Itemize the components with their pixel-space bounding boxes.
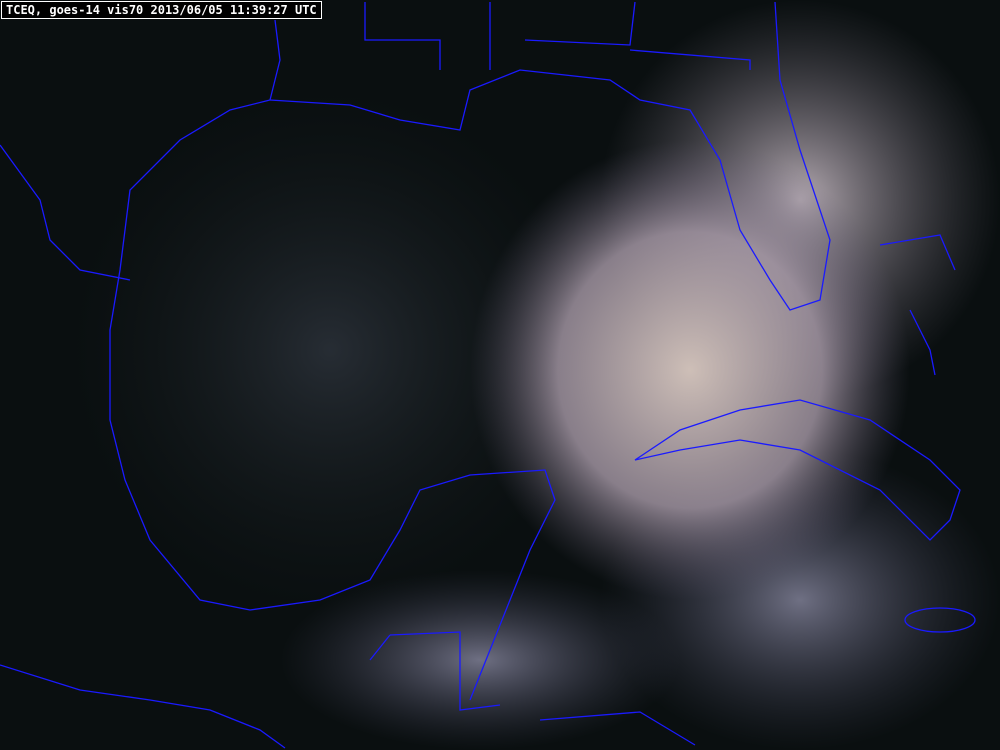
- cloud-field-yucatan: [280, 570, 680, 750]
- central-america-borders: [369, 631, 696, 746]
- jamaica-outline: [904, 607, 976, 633]
- storm-system: [470, 140, 910, 600]
- bahamas-outline: [879, 234, 956, 376]
- image-title-label: TCEQ, goes-14 vis70 2013/06/05 11:39:27 …: [1, 1, 322, 19]
- gulf-haze: [70, 90, 590, 610]
- state-borders: [364, 1, 751, 70]
- mexico-border: [0, 144, 131, 281]
- pacific-coast: [0, 664, 286, 749]
- cuba-outline: [634, 399, 961, 541]
- gulf-coast-north: [269, 1, 831, 311]
- gulf-coast-west: [109, 19, 556, 701]
- coastlines: [0, 1, 976, 749]
